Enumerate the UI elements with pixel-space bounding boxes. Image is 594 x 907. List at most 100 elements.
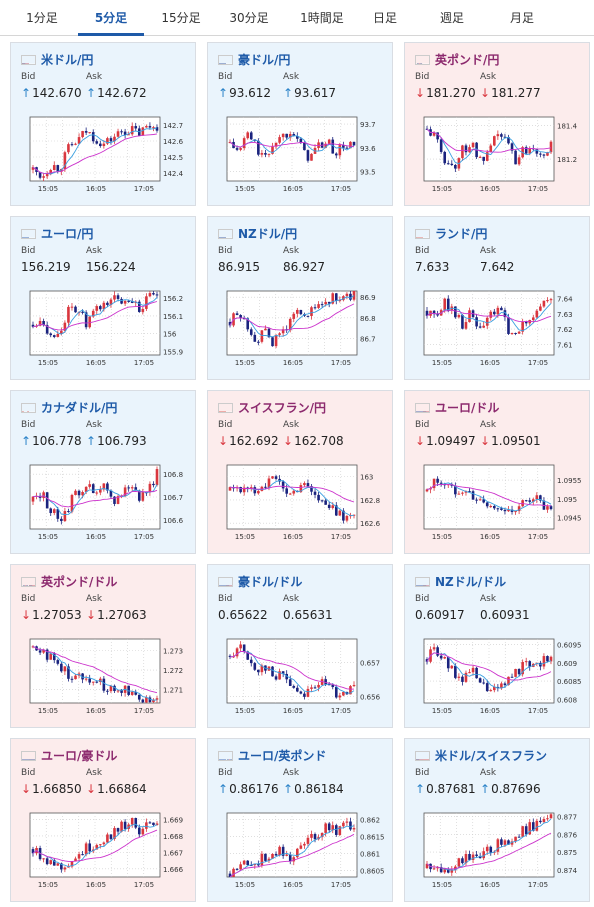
candle-body: [130, 126, 134, 135]
candle-body: [524, 826, 528, 835]
candle-body: [274, 142, 278, 147]
currency-card[interactable]: 英ポンド/円 Bid Ask ↓181.270 ↓181.277 181.4 181.2 15…: [404, 42, 590, 206]
bid-label: Bid: [218, 246, 233, 256]
ask-value: 0.65631: [283, 608, 333, 622]
bid-value-text: 106.778: [32, 434, 82, 448]
ask-value: 7.642: [480, 260, 514, 274]
pair-title[interactable]: スイスフラン/円: [238, 401, 327, 415]
pair-title[interactable]: NZドル/ドル: [435, 575, 507, 589]
pair-title[interactable]: 米ドル/円: [41, 53, 94, 67]
candle-body: [148, 697, 152, 702]
pair-title[interactable]: ユーロ/英ポンド: [238, 749, 327, 763]
flag-icon: [21, 55, 36, 65]
bid-value-text: 86.915: [218, 260, 260, 274]
chart-plot-area: [423, 638, 555, 704]
currency-card[interactable]: NZドル/ドル Bid Ask 0.60917 0.60931 0.6095 0.609 0.…: [404, 564, 590, 728]
candle-body: [457, 676, 461, 678]
currency-card[interactable]: 豪ドル/円 Bid Ask ↑93.612 ↑93.617 93.7 93.6 93.5 15:…: [207, 42, 393, 206]
pair-title[interactable]: NZドル/円: [238, 227, 298, 241]
currency-card[interactable]: スイスフラン/円 Bid Ask ↓162.692 ↓162.708 163 162.8 16…: [207, 390, 393, 554]
ask-value: ↓181.277: [480, 86, 541, 100]
pair-title[interactable]: 英ポンド/ドル: [41, 575, 118, 589]
candle-body: [468, 491, 471, 493]
candle-body: [450, 163, 454, 165]
candle-body: [299, 845, 303, 849]
currency-card[interactable]: 米ドル/スイスフラン Bid Ask ↑0.87681 ↑0.87696 0.877 0.8…: [404, 738, 590, 902]
currency-card[interactable]: ユーロ/ドル Bid Ask ↓1.09497 ↓1.09501 1.0955 1.095 1…: [404, 390, 590, 554]
candle-body: [99, 844, 102, 846]
candle-body: [299, 309, 303, 315]
candle-body: [235, 313, 239, 315]
currency-card[interactable]: カナダドル/円 Bid Ask ↑106.778 ↑106.793 106.8 106.7 1…: [10, 390, 196, 554]
tab-weekly[interactable]: 週足: [439, 11, 464, 25]
tab-15min[interactable]: 15分足: [161, 11, 201, 25]
candle-body: [461, 492, 464, 494]
x-tick-label: 15:05: [38, 185, 58, 193]
tab-1hour[interactable]: 1時間足: [300, 11, 344, 25]
currency-card[interactable]: ユーロ/豪ドル Bid Ask ↓1.66850 ↓1.66864 1.669 1.668 1…: [10, 738, 196, 902]
candle-body: [454, 306, 457, 318]
candle-body: [116, 690, 120, 692]
candle-body: [99, 143, 102, 147]
candle-body: [264, 153, 267, 155]
candle-body: [482, 851, 485, 859]
candle-body: [285, 673, 288, 680]
tab-daily[interactable]: 日足: [372, 11, 397, 25]
y-tick-label: 181.2: [557, 156, 577, 164]
candle-body: [56, 333, 60, 337]
pair-title[interactable]: ユーロ/ドル: [435, 401, 500, 415]
candle-body: [278, 137, 281, 143]
candle-body: [56, 863, 60, 866]
currency-card[interactable]: ユーロ/英ポンド Bid Ask ↑0.86176 ↑0.86184 0.862 0.861…: [207, 738, 393, 902]
x-tick-label: 17:05: [528, 881, 548, 889]
candle-body: [228, 873, 232, 877]
candle-body: [317, 684, 320, 688]
candle-body: [134, 487, 138, 491]
candle-body: [485, 846, 489, 852]
tab-1min[interactable]: 1分足: [26, 11, 58, 25]
ask-value: ↑142.672: [86, 86, 147, 100]
ask-value-text: 142.672: [97, 86, 147, 100]
currency-card[interactable]: ユーロ/円 Bid Ask 156.219 156.224 156.2 156.1 156 15…: [10, 216, 196, 380]
candle-body: [257, 863, 260, 866]
pair-title[interactable]: ランド/円: [435, 227, 488, 241]
price-chart: 0.877 0.876 0.875 0.874 15:05 16:05 17:05: [423, 812, 578, 889]
pair-title[interactable]: 豪ドル/ドル: [238, 575, 303, 589]
pair-title[interactable]: カナダドル/円: [41, 401, 118, 415]
pair-title[interactable]: 米ドル/スイスフラン: [435, 749, 548, 763]
currency-card[interactable]: 英ポンド/ドル Bid Ask ↓1.27053 ↓1.27063 1.273 1.272 1…: [10, 564, 196, 728]
candle-body: [95, 141, 99, 144]
candle-body: [349, 821, 352, 830]
candle-body: [242, 318, 246, 320]
candle-body: [338, 510, 342, 516]
candle-body: [468, 310, 471, 323]
tab-30min[interactable]: 30分足: [229, 11, 269, 25]
candle-body: [288, 134, 292, 138]
x-tick-label: 17:05: [331, 707, 351, 715]
tab-monthly[interactable]: 月足: [509, 11, 534, 25]
bid-value: ↑142.670: [21, 86, 82, 100]
currency-card[interactable]: ランド/円 Bid Ask 7.633 7.642 7.64 7.63 7.62 7.61 15:…: [404, 216, 590, 380]
pair-title[interactable]: ユーロ/豪ドル: [41, 749, 118, 763]
pair-title[interactable]: 豪ドル/円: [238, 53, 291, 67]
pair-title[interactable]: 英ポンド/円: [435, 53, 500, 67]
tab-5min[interactable]: 5分足: [78, 0, 144, 36]
arrow-down-icon: ↓: [86, 782, 97, 796]
candle-body: [127, 300, 130, 302]
candle-body: [81, 131, 84, 138]
currency-card[interactable]: NZドル/円 Bid Ask 86.915 86.927 86.9 86.8 86.7 15:0…: [207, 216, 393, 380]
candle-body: [535, 148, 539, 154]
bid-value-text: 93.612: [229, 86, 272, 100]
currency-card[interactable]: 豪ドル/ドル Bid Ask 0.65622 0.65631 0.657 0.656 15:0…: [207, 564, 393, 728]
flag-icon: [415, 229, 430, 239]
candle-body: [493, 505, 496, 509]
ask-value-text: 181.277: [491, 86, 541, 100]
candle-body: [253, 334, 257, 342]
candle-body: [524, 661, 528, 663]
candle-body: [528, 822, 532, 835]
pair-title[interactable]: ユーロ/円: [41, 227, 94, 241]
ask-value: ↓1.27063: [86, 608, 147, 622]
candle-body: [345, 293, 349, 297]
bid-value: ↓1.09497: [415, 434, 476, 448]
currency-card[interactable]: 米ドル/円 Bid Ask ↑142.670 ↑142.672 142.7 142.6 142…: [10, 42, 196, 206]
